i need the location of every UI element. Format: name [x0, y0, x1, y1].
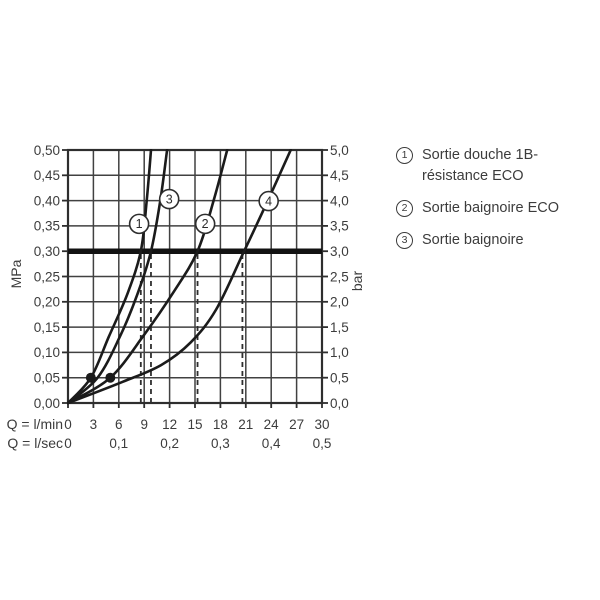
y-right-tick-label: 3,0: [330, 244, 349, 259]
curve-badge-label-4: 4: [265, 194, 272, 208]
legend-number-icon: 1: [396, 147, 413, 164]
y-right-tick-label: 1,0: [330, 345, 349, 360]
x-secondary-tick-label: 0,3: [211, 436, 230, 451]
legend-label: Sortie douche 1B-résistance ECO: [422, 147, 539, 184]
y-left-tick-label: 0,40: [34, 193, 60, 208]
chart-generated-layers: 0,00 0,00,05 0,50,10 1,00,15 1,50,20 2,00,25 2…: [34, 143, 349, 451]
y-left-tick-label: 0,00: [34, 396, 60, 411]
y-right-tick-label: 2,0: [330, 295, 349, 310]
legend-number-icon: 3: [396, 232, 413, 249]
x-secondary-tick-label: 0,4: [262, 436, 281, 451]
x-secondary-tick-label: 0,2: [160, 436, 179, 451]
x-primary-tick-label: 0: [64, 417, 72, 432]
y-right-tick-label: 0,0: [330, 396, 349, 411]
x-secondary-tick-label: 0,1: [109, 436, 128, 451]
legend-item-2: 2 Sortie baignoire ECO: [396, 198, 596, 219]
y-left-tick-label: 0,45: [34, 168, 60, 183]
legend-number-icon: 2: [396, 200, 413, 217]
x-primary-tick-label: 9: [140, 417, 148, 432]
flow-marker-dot: [105, 372, 116, 383]
y-right-tick-label: 4,5: [330, 168, 349, 183]
y-right-tick-label: 2,5: [330, 269, 349, 284]
y-left-tick-label: 0,25: [34, 269, 60, 284]
x-secondary-tick-label: 0: [64, 436, 72, 451]
x-primary-tick-label: 3: [90, 417, 98, 432]
y-right-tick-label: 3,5: [330, 219, 349, 234]
curve-badge-label-2: 2: [202, 217, 209, 231]
legend: 1 Sortie douche 1B-résistance ECO 2 Sortie …: [396, 145, 596, 262]
x-secondary-tick-label: 0,5: [313, 436, 332, 451]
x-primary-tick-label: 18: [213, 417, 228, 432]
y-left-tick-label: 0,20: [34, 295, 60, 310]
y-axis-left-title: MPa: [8, 259, 24, 288]
x-primary-tick-label: 15: [187, 417, 202, 432]
legend-label: Sortie baignoire ECO: [422, 200, 560, 216]
y-left-tick-label: 0,35: [34, 219, 60, 234]
y-left-tick-label: 0,05: [34, 371, 60, 386]
curve-badge-2: [194, 213, 216, 235]
legend-item-3: 3 Sortie baignoire: [396, 230, 596, 251]
curve-badge-label-1: 1: [136, 217, 143, 231]
y-axis-right-title: bar: [349, 271, 365, 292]
y-right-tick-label: 0,5: [330, 371, 349, 386]
y-left-tick-label: 0,50: [34, 143, 60, 158]
curve-badge-1: [128, 213, 150, 235]
x-primary-tick-label: 27: [289, 417, 304, 432]
x-axis-secondary-title: Q = l/sec: [7, 435, 63, 451]
y-left-tick-label: 0,15: [34, 320, 60, 335]
x-primary-tick-label: 21: [238, 417, 253, 432]
x-primary-tick-label: 6: [115, 417, 123, 432]
curve-badge-3: [158, 188, 180, 210]
x-primary-tick-label: 12: [162, 417, 177, 432]
y-right-tick-label: 5,0: [330, 143, 349, 158]
curve-badge-label-3: 3: [166, 192, 173, 206]
y-right-tick-label: 4,0: [330, 193, 349, 208]
flow-marker-dot: [85, 372, 96, 383]
y-left-tick-label: 0,30: [34, 244, 60, 259]
legend-item-1: 1 Sortie douche 1B-résistance ECO: [396, 145, 596, 187]
x-primary-tick-label: 30: [314, 417, 329, 432]
y-left-tick-label: 0,10: [34, 345, 60, 360]
x-axis-primary-title: Q = l/min: [7, 416, 63, 432]
curve-badge-4: [258, 190, 279, 212]
legend-label: Sortie baignoire: [422, 232, 524, 248]
x-primary-tick-label: 24: [264, 417, 280, 432]
y-right-tick-label: 1,5: [330, 320, 349, 335]
